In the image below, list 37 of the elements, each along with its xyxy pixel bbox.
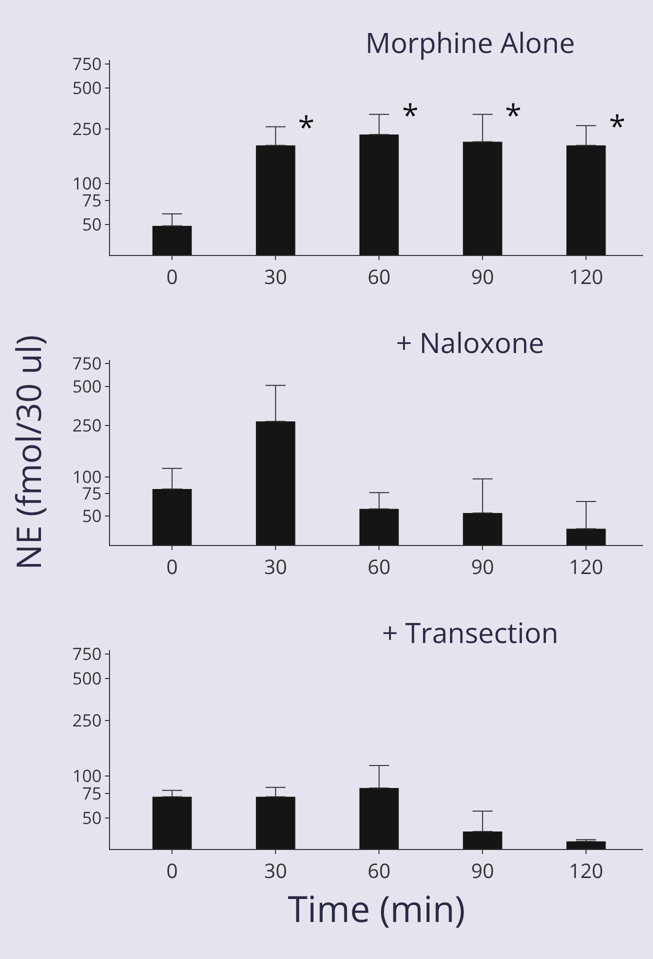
- x-tick-label: 60: [368, 263, 391, 290]
- annotation: *: [402, 94, 419, 135]
- x-tick-label: 0: [166, 857, 178, 884]
- y-tick-label: 50: [82, 504, 102, 528]
- x-tick-label: 120: [568, 857, 604, 884]
- y-tick-label: 250: [72, 708, 102, 732]
- x-tick-label: 60: [368, 857, 391, 884]
- x-tick-label: 120: [568, 263, 604, 290]
- x-axis-title: Time (min): [288, 884, 466, 933]
- chart-title: Morphine Alone: [365, 24, 575, 62]
- y-tick-label: 500: [72, 76, 102, 99]
- y-tick-label: 500: [72, 374, 102, 398]
- x-tick-label: 90: [471, 263, 494, 290]
- x-tick-label: 60: [368, 553, 391, 580]
- y-tick-label: 750: [72, 352, 102, 375]
- chart-title: + Transection: [382, 614, 558, 652]
- y-axis-title: NE (fmol/30 ul): [5, 335, 52, 570]
- y-tick-label: 50: [82, 806, 102, 829]
- x-tick-label: 30: [264, 263, 288, 290]
- chart-title: + Naloxone: [396, 324, 544, 362]
- annotation: *: [505, 94, 522, 135]
- annotation: *: [609, 105, 626, 146]
- y-tick-label: 250: [72, 117, 102, 140]
- x-tick-label: 30: [264, 857, 288, 884]
- y-tick-label: 250: [72, 413, 102, 436]
- x-tick-label: 120: [568, 553, 604, 580]
- y-tick-label: 500: [72, 666, 102, 690]
- x-tick-label: 0: [166, 553, 178, 580]
- x-tick-label: 30: [264, 553, 288, 580]
- y-tick-label: 750: [72, 52, 102, 75]
- y-tick-label: 100: [72, 465, 102, 488]
- y-tick-label: 50: [82, 212, 102, 236]
- x-tick-label: 90: [471, 553, 494, 580]
- x-tick-label: 0: [166, 263, 178, 290]
- y-tick-label: 750: [72, 642, 102, 665]
- annotation: *: [298, 106, 315, 147]
- x-tick-label: 90: [471, 857, 494, 884]
